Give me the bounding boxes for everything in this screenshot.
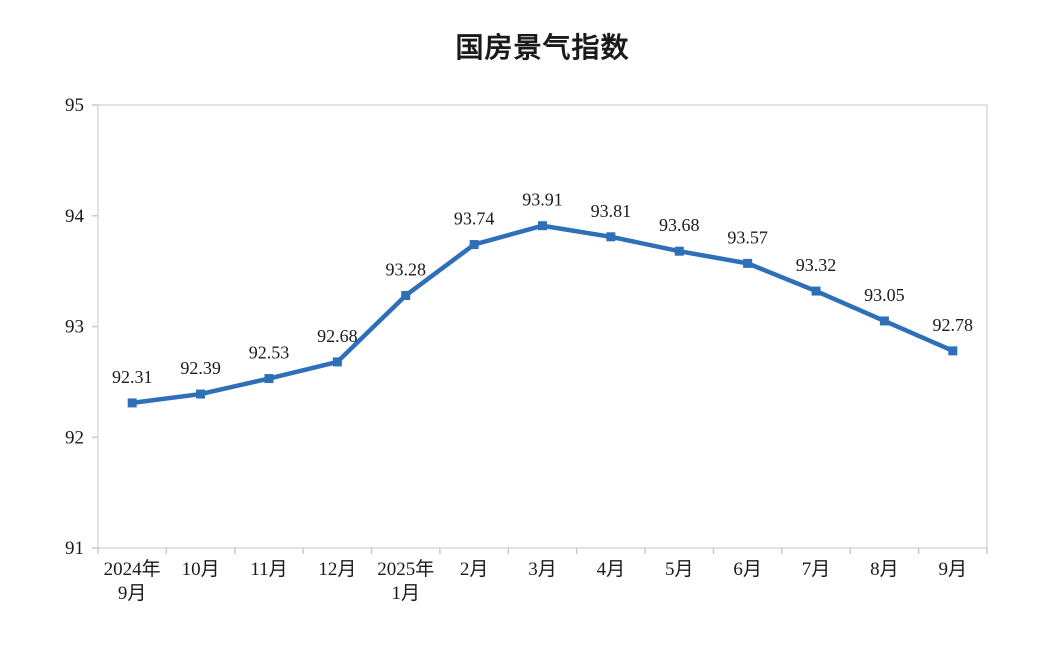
x-axis-label: 4月 bbox=[597, 559, 626, 580]
data-point-marker bbox=[401, 290, 411, 300]
data-point-label: 92.39 bbox=[180, 358, 221, 378]
data-point-marker bbox=[674, 246, 684, 256]
data-point-label: 93.28 bbox=[385, 259, 426, 279]
plot-border bbox=[97, 104, 988, 549]
data-point-label: 93.74 bbox=[454, 209, 495, 229]
chart-title: 国房景气指数 bbox=[455, 32, 630, 63]
data-point-label: 93.32 bbox=[796, 255, 837, 275]
data-point-label: 92.53 bbox=[249, 343, 290, 363]
data-point-label: 93.05 bbox=[864, 285, 905, 305]
x-axis-label: 7月 bbox=[802, 559, 831, 580]
y-axis-label: 94 bbox=[65, 206, 85, 227]
x-axis-label: 11月 bbox=[250, 559, 287, 580]
x-axis-label: 2月 bbox=[460, 559, 489, 580]
series-line bbox=[129, 223, 956, 406]
y-axis-label: 91 bbox=[65, 538, 84, 559]
data-point-marker bbox=[811, 286, 821, 296]
y-axis-label: 93 bbox=[65, 317, 84, 338]
x-axis-label: 6月 bbox=[733, 559, 762, 580]
data-point-marker bbox=[264, 374, 274, 384]
data-point-label: 93.57 bbox=[727, 227, 768, 247]
x-axis-label: 10月 bbox=[182, 559, 220, 580]
x-axis-label: 2025年 1月 bbox=[377, 558, 434, 604]
x-axis-label: 5月 bbox=[665, 559, 694, 580]
data-point-marker bbox=[743, 258, 753, 268]
x-axis-label: 2024年 9月 bbox=[104, 558, 161, 604]
data-point-label: 92.78 bbox=[933, 315, 974, 335]
data-point-marker bbox=[879, 316, 889, 326]
data-point-label: 92.31 bbox=[112, 367, 153, 387]
x-axis-label: 12月 bbox=[318, 559, 356, 580]
data-point-marker bbox=[196, 389, 206, 399]
data-point-marker bbox=[332, 357, 342, 367]
data-point-marker bbox=[606, 232, 616, 242]
x-axis-label: 9月 bbox=[939, 559, 968, 580]
data-point-label: 93.91 bbox=[522, 190, 563, 210]
data-point-marker bbox=[538, 221, 547, 231]
data-point-label: 93.68 bbox=[659, 215, 700, 235]
data-point-marker bbox=[948, 346, 958, 356]
x-axis-label: 3月 bbox=[528, 559, 557, 580]
y-axis-label: 95 bbox=[65, 95, 84, 116]
data-point-label: 93.81 bbox=[591, 201, 632, 221]
data-point-marker bbox=[469, 240, 479, 250]
data-point-label: 92.68 bbox=[317, 326, 358, 346]
y-axis-label: 92 bbox=[65, 427, 84, 448]
data-point-marker bbox=[127, 398, 137, 408]
x-axis-label: 8月 bbox=[870, 559, 899, 580]
